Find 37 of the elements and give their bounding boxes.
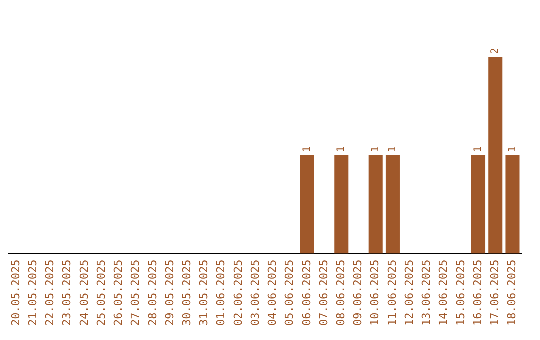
x-tick-label: 27.05.2025 — [129, 260, 142, 326]
x-tick-label: 16.06.2025 — [471, 260, 484, 326]
x-tick-label: 08.06.2025 — [334, 260, 348, 326]
x-tick-label: 06.06.2025 — [300, 260, 314, 326]
data-label: 1 — [336, 146, 348, 152]
x-tick-label: 28.05.2025 — [146, 260, 160, 326]
x-tick-label: 30.05.2025 — [180, 260, 194, 326]
x-tick-label: 12.06.2025 — [402, 260, 416, 326]
x-tick-label: 15.06.2025 — [454, 260, 468, 326]
x-tick-label: 14.06.2025 — [437, 260, 450, 326]
x-tick-label: 11.06.2025 — [386, 260, 399, 326]
x-tick-label: 20.05.2025 — [9, 260, 22, 326]
x-tick-label: 29.05.2025 — [163, 260, 176, 326]
x-tick-label: 10.06.2025 — [368, 260, 382, 326]
x-tick-label: 09.06.2025 — [352, 260, 365, 326]
x-tick-label: 02.06.2025 — [232, 260, 245, 326]
x-tick-label: 04.06.2025 — [266, 260, 280, 326]
x-tick-label: 01.06.2025 — [214, 260, 228, 326]
x-tick-label: 26.05.2025 — [112, 260, 126, 326]
data-label: 2 — [490, 48, 502, 54]
data-label: 1 — [473, 146, 484, 152]
x-tick-label: 21.05.2025 — [26, 260, 40, 326]
data-label: 1 — [370, 146, 382, 152]
x-tick-label: 17.06.2025 — [488, 260, 502, 326]
x-tick-label: 13.06.2025 — [420, 260, 434, 326]
data-label: 1 — [388, 146, 399, 152]
x-tick-label: 05.06.2025 — [283, 260, 296, 326]
data-label: 1 — [302, 146, 314, 152]
x-tick-label: 24.05.2025 — [78, 260, 91, 326]
x-tick-label: 22.05.2025 — [44, 260, 57, 326]
x-tick-label: 23.05.2025 — [60, 260, 74, 326]
x-tick-label: 25.05.2025 — [94, 260, 108, 326]
data-label: 1 — [507, 146, 518, 152]
x-tick-label: 03.06.2025 — [248, 260, 262, 326]
x-tick-label: 31.05.2025 — [198, 260, 211, 326]
x-tick-label: 18.06.2025 — [506, 260, 519, 326]
x-tick-label: 07.06.2025 — [317, 260, 330, 326]
